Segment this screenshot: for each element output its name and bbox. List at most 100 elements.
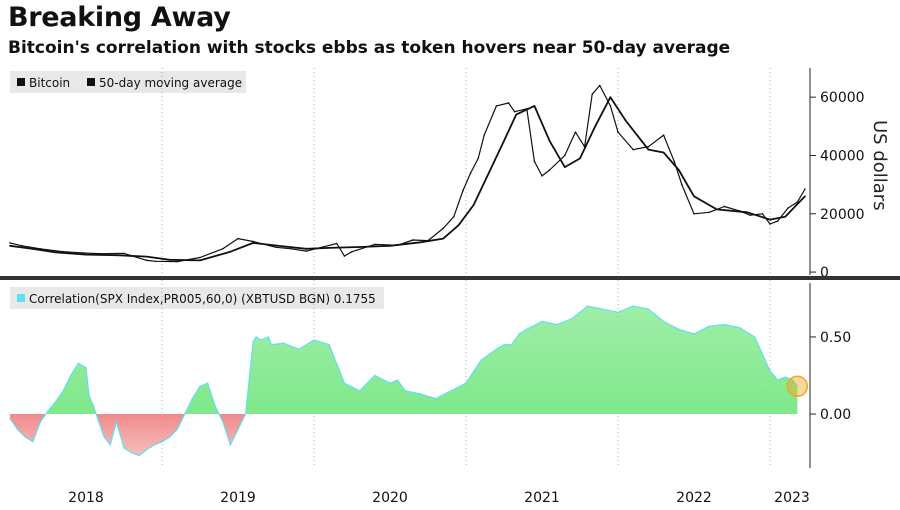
chart-subtitle: Bitcoin's correlation with stocks ebbs a… xyxy=(8,38,731,58)
correlation-point xyxy=(556,323,558,326)
correlation-point xyxy=(88,394,90,397)
moving-average-point xyxy=(488,172,490,174)
correlation-point xyxy=(176,428,178,431)
moving-average-point xyxy=(168,259,171,261)
bitcoin-point xyxy=(412,239,414,241)
correlation-point xyxy=(138,454,140,457)
bitcoin-point xyxy=(776,220,779,222)
moving-average-point xyxy=(769,218,771,221)
bitcoin-point xyxy=(495,105,498,107)
moving-average-point xyxy=(419,241,422,244)
correlation-point xyxy=(450,390,452,392)
correlation-point xyxy=(199,385,201,387)
moving-average-point xyxy=(389,245,391,247)
bitcoin-point xyxy=(574,131,577,133)
correlation-point xyxy=(109,444,112,446)
correlation-point xyxy=(518,333,520,335)
bitcoin-point xyxy=(199,256,201,259)
correlation-point xyxy=(541,320,543,323)
correlation-point xyxy=(267,336,270,338)
moving-average-point xyxy=(85,253,87,256)
panel-divider xyxy=(0,276,900,280)
correlation-point xyxy=(62,390,64,392)
correlation-point xyxy=(784,376,786,378)
correlation-point xyxy=(270,343,273,346)
correlation-point xyxy=(146,448,148,451)
correlation-negative-area xyxy=(10,414,798,456)
moving-average-point xyxy=(146,255,148,258)
moving-average-point xyxy=(804,195,806,198)
bitcoin-point xyxy=(146,259,148,262)
corr-legend-box xyxy=(10,287,384,309)
correlation-point xyxy=(754,336,756,338)
correlation-point xyxy=(97,419,99,421)
moving-average-point xyxy=(328,247,331,249)
correlation-point xyxy=(24,436,26,438)
moving-average-point xyxy=(229,250,232,253)
correlation-point xyxy=(328,343,330,346)
x-axis-year-label: 2023 xyxy=(774,490,810,506)
correlation-point xyxy=(77,362,80,364)
bitcoin-point xyxy=(290,247,293,250)
legend-label-moving-average: 50-day moving average xyxy=(99,76,242,90)
correlation-point xyxy=(419,393,422,395)
correlation-point xyxy=(237,428,239,431)
bitcoin-point xyxy=(533,160,536,163)
correlation-point xyxy=(434,397,437,400)
chart-title: Breaking Away xyxy=(8,2,231,33)
x-axis-year-label: 2019 xyxy=(220,490,256,506)
correlation-point xyxy=(480,359,482,361)
bitcoin-point xyxy=(681,183,683,186)
moving-average-point xyxy=(548,140,551,142)
correlation-point xyxy=(168,436,171,438)
bitcoin-point xyxy=(617,131,619,133)
latest-value-highlight xyxy=(786,375,809,398)
correlation-point xyxy=(586,305,589,307)
correlation-positive-area xyxy=(10,306,798,414)
bitcoin-point xyxy=(9,242,11,244)
bitcoin-point xyxy=(222,247,224,250)
moving-average-point xyxy=(662,151,665,154)
bitcoin-point xyxy=(21,245,23,247)
bitcoin-point xyxy=(804,188,806,190)
bitcoin-point xyxy=(453,215,455,218)
correlation-point xyxy=(161,441,163,443)
correlation-point xyxy=(282,342,285,344)
bitcoin-point xyxy=(305,250,308,252)
moving-average-point xyxy=(594,125,596,128)
bitcoin-point xyxy=(123,252,125,255)
legend-swatch-bitcoin xyxy=(17,78,25,86)
x-axis-year-label: 2020 xyxy=(372,490,408,506)
moving-average-point xyxy=(115,254,118,256)
bitcoin-point xyxy=(787,207,790,209)
moving-average-point xyxy=(716,208,718,211)
correlation-point xyxy=(792,379,794,381)
correlation-point xyxy=(343,382,346,384)
moving-average-point xyxy=(305,247,308,250)
x-axis-year-label: 2022 xyxy=(676,490,712,506)
bitcoin-point xyxy=(662,134,665,136)
bitcoin-point xyxy=(477,157,479,160)
correlation-point xyxy=(184,413,186,415)
correlation-point xyxy=(214,405,216,408)
bitcoin-point xyxy=(336,242,338,245)
correlation-point xyxy=(255,336,257,338)
correlation-point xyxy=(602,308,604,310)
bitcoin-point xyxy=(541,175,543,177)
bitcoin-point xyxy=(769,223,771,225)
correlation-point xyxy=(723,323,726,326)
correlation-point xyxy=(617,311,619,313)
correlation-point xyxy=(693,333,695,335)
bitcoin-point xyxy=(723,205,726,208)
correlation-point xyxy=(130,451,133,454)
moving-average-point xyxy=(457,224,460,227)
price-y-tick-label: 0 xyxy=(820,265,829,281)
bitcoin-point xyxy=(591,93,593,96)
correlation-point xyxy=(389,382,391,384)
bitcoin-point xyxy=(693,212,695,215)
legend-swatch-correlation xyxy=(17,294,25,302)
bitcoin-point xyxy=(469,172,472,174)
bitcoin-point xyxy=(609,105,612,107)
moving-average-point xyxy=(746,211,748,214)
correlation-point xyxy=(92,405,95,408)
